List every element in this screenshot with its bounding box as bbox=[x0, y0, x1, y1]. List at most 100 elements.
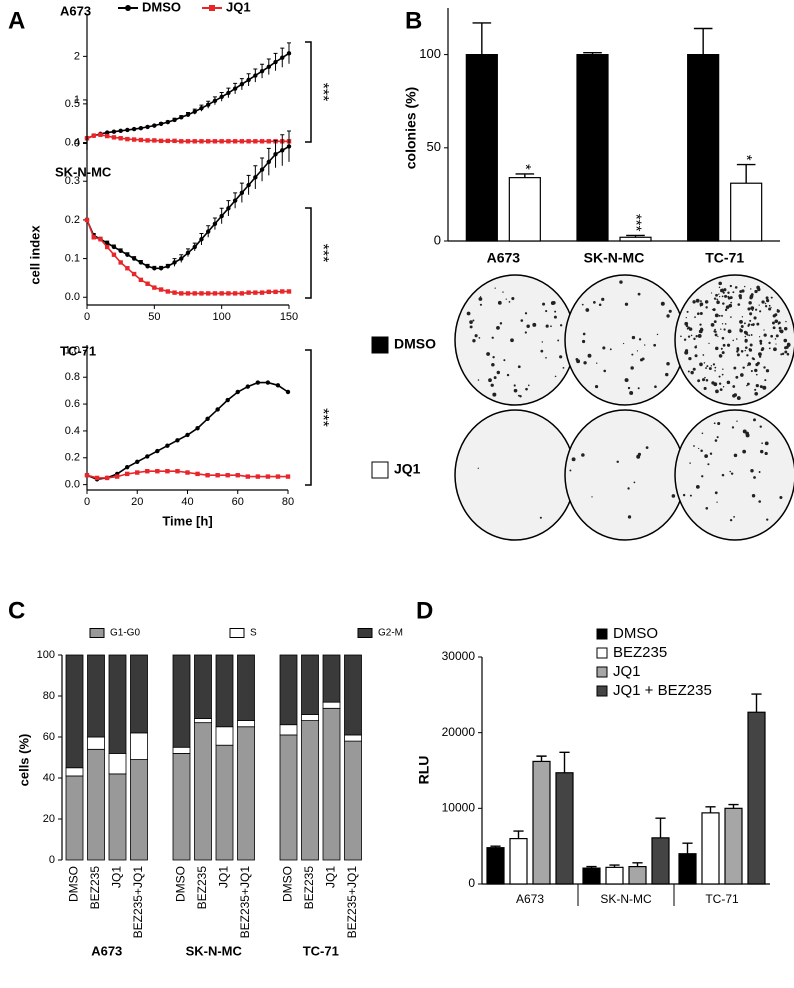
colony bbox=[526, 324, 530, 328]
colony bbox=[708, 342, 710, 345]
point bbox=[219, 291, 224, 296]
colony bbox=[785, 320, 787, 323]
point bbox=[152, 123, 157, 128]
y-tick-label: 0.2 bbox=[65, 214, 80, 226]
error-bar bbox=[586, 865, 597, 869]
colony bbox=[550, 325, 552, 328]
colony bbox=[721, 473, 725, 477]
colony bbox=[545, 324, 549, 328]
colony bbox=[742, 449, 747, 454]
colony bbox=[751, 309, 754, 312]
colony bbox=[699, 305, 702, 307]
point bbox=[152, 138, 157, 143]
colony bbox=[636, 350, 639, 352]
point bbox=[206, 102, 211, 107]
colony bbox=[553, 315, 557, 319]
colony bbox=[725, 305, 730, 309]
point bbox=[158, 266, 164, 271]
colony bbox=[695, 484, 700, 489]
point bbox=[111, 252, 117, 257]
point bbox=[175, 438, 180, 443]
colony bbox=[665, 372, 669, 377]
colony bbox=[754, 368, 758, 373]
bar-segment bbox=[87, 748, 105, 861]
x-tick-label: 60 bbox=[232, 496, 244, 508]
colony bbox=[718, 354, 723, 358]
point bbox=[158, 121, 164, 127]
x-tick-label: BEZ235+JQ1 bbox=[131, 866, 145, 939]
error-bar bbox=[513, 830, 524, 839]
point bbox=[286, 289, 292, 294]
colony bbox=[542, 302, 546, 306]
colony bbox=[714, 333, 718, 337]
point bbox=[125, 127, 130, 133]
point bbox=[165, 119, 170, 125]
colony bbox=[712, 363, 716, 366]
error-bar bbox=[682, 842, 693, 854]
colony bbox=[700, 449, 703, 452]
colony bbox=[569, 469, 572, 472]
point bbox=[239, 190, 245, 196]
point bbox=[104, 475, 110, 481]
bar-segment bbox=[215, 744, 234, 861]
point bbox=[175, 469, 180, 474]
x-tick-label: 20 bbox=[131, 496, 143, 508]
point bbox=[219, 94, 224, 100]
colony bbox=[775, 334, 779, 338]
point bbox=[145, 264, 150, 269]
legend-marker bbox=[125, 5, 131, 11]
point bbox=[266, 289, 271, 295]
point bbox=[212, 221, 218, 226]
point bbox=[192, 139, 197, 144]
colony bbox=[758, 471, 761, 473]
error-bar bbox=[472, 22, 492, 55]
point bbox=[105, 133, 110, 139]
point bbox=[98, 237, 103, 242]
colony bbox=[722, 291, 725, 294]
colony bbox=[716, 300, 720, 305]
colony bbox=[754, 391, 759, 396]
legend-label: G2-M bbox=[378, 628, 403, 639]
y-tick-label: 0.1 bbox=[65, 252, 80, 264]
colony bbox=[721, 373, 724, 376]
point bbox=[206, 229, 211, 234]
colony bbox=[540, 349, 544, 353]
colony bbox=[714, 491, 718, 495]
colony bbox=[723, 288, 727, 292]
point bbox=[192, 109, 197, 114]
colony bbox=[706, 365, 709, 368]
bar-segment bbox=[87, 736, 105, 750]
colony bbox=[469, 320, 473, 324]
colony bbox=[524, 312, 528, 315]
error-bar bbox=[583, 52, 602, 55]
point bbox=[138, 126, 144, 131]
colony bbox=[582, 332, 586, 336]
legend-swatch bbox=[371, 461, 389, 479]
colony bbox=[771, 321, 775, 325]
bar-segment bbox=[172, 753, 191, 861]
colony bbox=[733, 453, 738, 458]
colony bbox=[732, 291, 735, 294]
colony bbox=[756, 285, 760, 290]
point bbox=[131, 271, 137, 277]
colony bbox=[709, 452, 713, 455]
colony bbox=[735, 338, 738, 340]
colony bbox=[716, 298, 719, 301]
colony bbox=[750, 293, 754, 296]
point bbox=[266, 64, 271, 70]
plate-dish bbox=[564, 409, 686, 541]
colony bbox=[758, 336, 761, 338]
colony bbox=[780, 353, 783, 356]
colony bbox=[683, 338, 687, 341]
colony bbox=[699, 312, 703, 315]
colony bbox=[750, 306, 755, 310]
point bbox=[235, 389, 240, 395]
point bbox=[225, 473, 230, 478]
colony bbox=[624, 378, 629, 383]
y-tick-label: 0.0 bbox=[65, 291, 80, 303]
y-tick-label: 0 bbox=[74, 137, 80, 149]
colony bbox=[759, 425, 762, 428]
bar bbox=[532, 760, 551, 885]
bar-segment bbox=[279, 734, 298, 861]
bar-segment bbox=[65, 767, 84, 777]
